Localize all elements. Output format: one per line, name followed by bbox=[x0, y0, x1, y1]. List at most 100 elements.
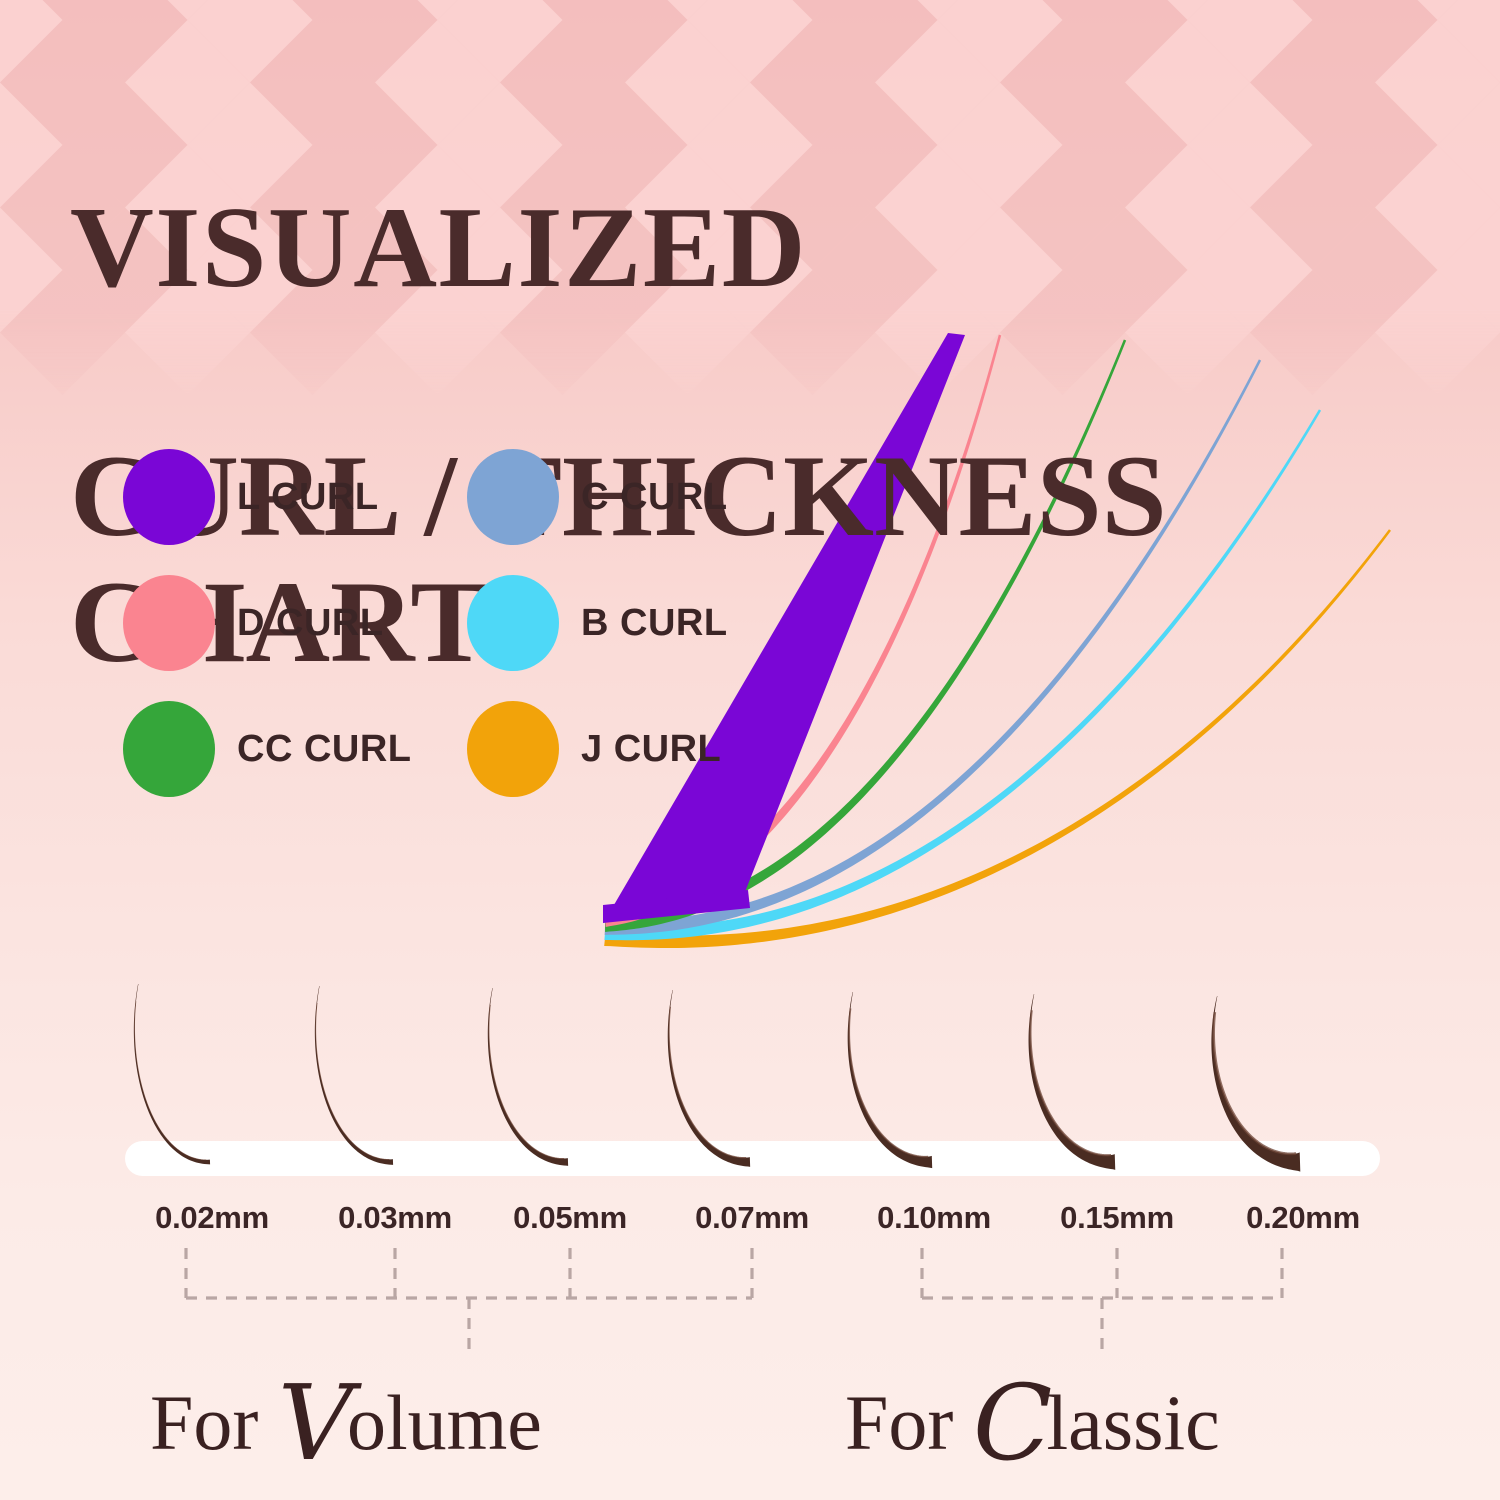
diamond-tile bbox=[42, 0, 83, 20]
legend-color-dot-c bbox=[467, 449, 559, 545]
thickness-label-0-05mm: 0.05mm bbox=[513, 1200, 627, 1235]
diamond-tile bbox=[1187, 0, 1313, 83]
caption-for-volume: For Volume bbox=[150, 1352, 542, 1484]
diamond-tile bbox=[792, 0, 833, 20]
curl-path-l bbox=[604, 333, 965, 922]
diamond-tile bbox=[1437, 82, 1500, 208]
lash-highlight bbox=[134, 1001, 207, 1161]
legend-item-b[interactable]: B CURL bbox=[467, 560, 811, 686]
legend-item-label: B CURL bbox=[581, 601, 728, 644]
lash-0-02mm bbox=[133, 983, 211, 1165]
lash-0-07mm bbox=[667, 989, 751, 1167]
legend-item-label: J CURL bbox=[581, 727, 722, 770]
diamond-tile bbox=[1000, 270, 1125, 395]
diamond-tile bbox=[0, 0, 63, 83]
lash-body bbox=[847, 991, 933, 1169]
legend-item-cc[interactable]: CC CURL bbox=[123, 686, 467, 812]
lash-strip-bar bbox=[125, 1141, 1380, 1176]
caption-for-classic: For Classic bbox=[845, 1352, 1220, 1484]
legend-color-dot-j bbox=[467, 701, 559, 797]
lash-highlight bbox=[668, 1006, 747, 1159]
lash-0-03mm bbox=[314, 985, 394, 1165]
diamond-tile bbox=[687, 0, 813, 83]
lash-body bbox=[314, 985, 394, 1165]
thickness-label-0-07mm: 0.07mm bbox=[695, 1200, 809, 1235]
lash-highlight bbox=[1029, 1010, 1112, 1157]
lash-body bbox=[487, 987, 569, 1166]
legend-color-dot-b bbox=[467, 575, 559, 671]
title-line-1: VISUALIZED bbox=[70, 184, 807, 313]
caption-classic-prefix: For bbox=[845, 1379, 973, 1466]
lash-thickness-row bbox=[133, 983, 1301, 1172]
caption-classic-swash: C bbox=[972, 1362, 1053, 1484]
diamond-tile bbox=[0, 207, 63, 333]
diamond-tile bbox=[1250, 270, 1375, 395]
diamond-tile bbox=[1375, 270, 1500, 395]
page-title: VISUALIZED CURL / THICKNESS CHART bbox=[70, 62, 1450, 809]
legend-item-label: D CURL bbox=[237, 601, 384, 644]
thickness-label-0-15mm: 0.15mm bbox=[1060, 1200, 1174, 1235]
lash-body bbox=[1028, 993, 1116, 1170]
legend-color-dot-d bbox=[123, 575, 215, 671]
curl-legend: L CURL C CURL D CURL B CURL CC CURL J CURL bbox=[123, 434, 811, 812]
diamond-tile bbox=[0, 82, 63, 208]
legend-color-dot-l bbox=[123, 449, 215, 545]
caption-classic-rest: lassic bbox=[1046, 1379, 1220, 1466]
diamond-tile bbox=[417, 0, 458, 20]
diamond-tile bbox=[1167, 0, 1208, 20]
legend-item-d[interactable]: D CURL bbox=[123, 560, 467, 686]
lash-0-20mm bbox=[1211, 995, 1301, 1172]
diamond-tile bbox=[187, 0, 313, 83]
legend-item-label: CC CURL bbox=[237, 727, 412, 770]
diamond-tile bbox=[917, 0, 958, 20]
legend-item-c[interactable]: C CURL bbox=[467, 434, 811, 560]
diamond-tile bbox=[1437, 0, 1500, 83]
lash-highlight bbox=[848, 1008, 929, 1158]
lash-body bbox=[1211, 995, 1301, 1172]
diamond-tile bbox=[125, 270, 250, 395]
legend-item-j[interactable]: J CURL bbox=[467, 686, 811, 812]
thickness-label-0-10mm: 0.10mm bbox=[877, 1200, 991, 1235]
lash-body bbox=[133, 983, 211, 1165]
lash-0-15mm bbox=[1028, 993, 1116, 1170]
thickness-label-0-02mm: 0.02mm bbox=[155, 1200, 269, 1235]
diamond-tile bbox=[312, 0, 438, 83]
diamond-tile bbox=[500, 270, 625, 395]
diamond-tile bbox=[562, 0, 688, 83]
diamond-tile bbox=[542, 0, 583, 20]
legend-item-label: C CURL bbox=[581, 475, 728, 518]
diamond-tile bbox=[1062, 0, 1188, 83]
diamond-tile bbox=[937, 0, 1063, 83]
diamond-tile bbox=[1125, 270, 1250, 395]
diamond-tile bbox=[667, 0, 708, 20]
diamond-tile bbox=[167, 0, 208, 20]
diamond-tile bbox=[250, 270, 375, 395]
diamond-tile bbox=[1437, 207, 1500, 333]
group-brackets bbox=[184, 1248, 1284, 1358]
diamond-tile bbox=[750, 270, 875, 395]
lash-highlight bbox=[1212, 1011, 1297, 1156]
caption-volume-rest: olume bbox=[346, 1379, 542, 1466]
lash-highlight bbox=[488, 1004, 565, 1160]
diamond-tile bbox=[1042, 0, 1083, 20]
diamond-tile bbox=[437, 0, 563, 83]
legend-item-label: L CURL bbox=[237, 475, 379, 518]
title-line-2: CURL / THICKNESS CHART bbox=[70, 432, 1167, 687]
thickness-label-0-20mm: 0.20mm bbox=[1246, 1200, 1360, 1235]
lash-0-10mm bbox=[847, 991, 933, 1169]
lash-body bbox=[667, 989, 751, 1167]
diamond-tile bbox=[875, 270, 1000, 395]
caption-volume-prefix: For bbox=[150, 1379, 278, 1466]
diamond-tile bbox=[1292, 0, 1333, 20]
caption-volume-swash: V bbox=[277, 1362, 353, 1484]
diamond-tile bbox=[62, 0, 188, 83]
diamond-tile bbox=[375, 270, 500, 395]
diamond-tile bbox=[292, 0, 333, 20]
curl-profile-diagram bbox=[603, 333, 1391, 949]
legend-item-l[interactable]: L CURL bbox=[123, 434, 467, 560]
diamond-tile bbox=[812, 0, 938, 83]
thickness-label-0-03mm: 0.03mm bbox=[338, 1200, 452, 1235]
curl-path-j bbox=[604, 529, 1391, 949]
diamond-tile bbox=[625, 270, 750, 395]
